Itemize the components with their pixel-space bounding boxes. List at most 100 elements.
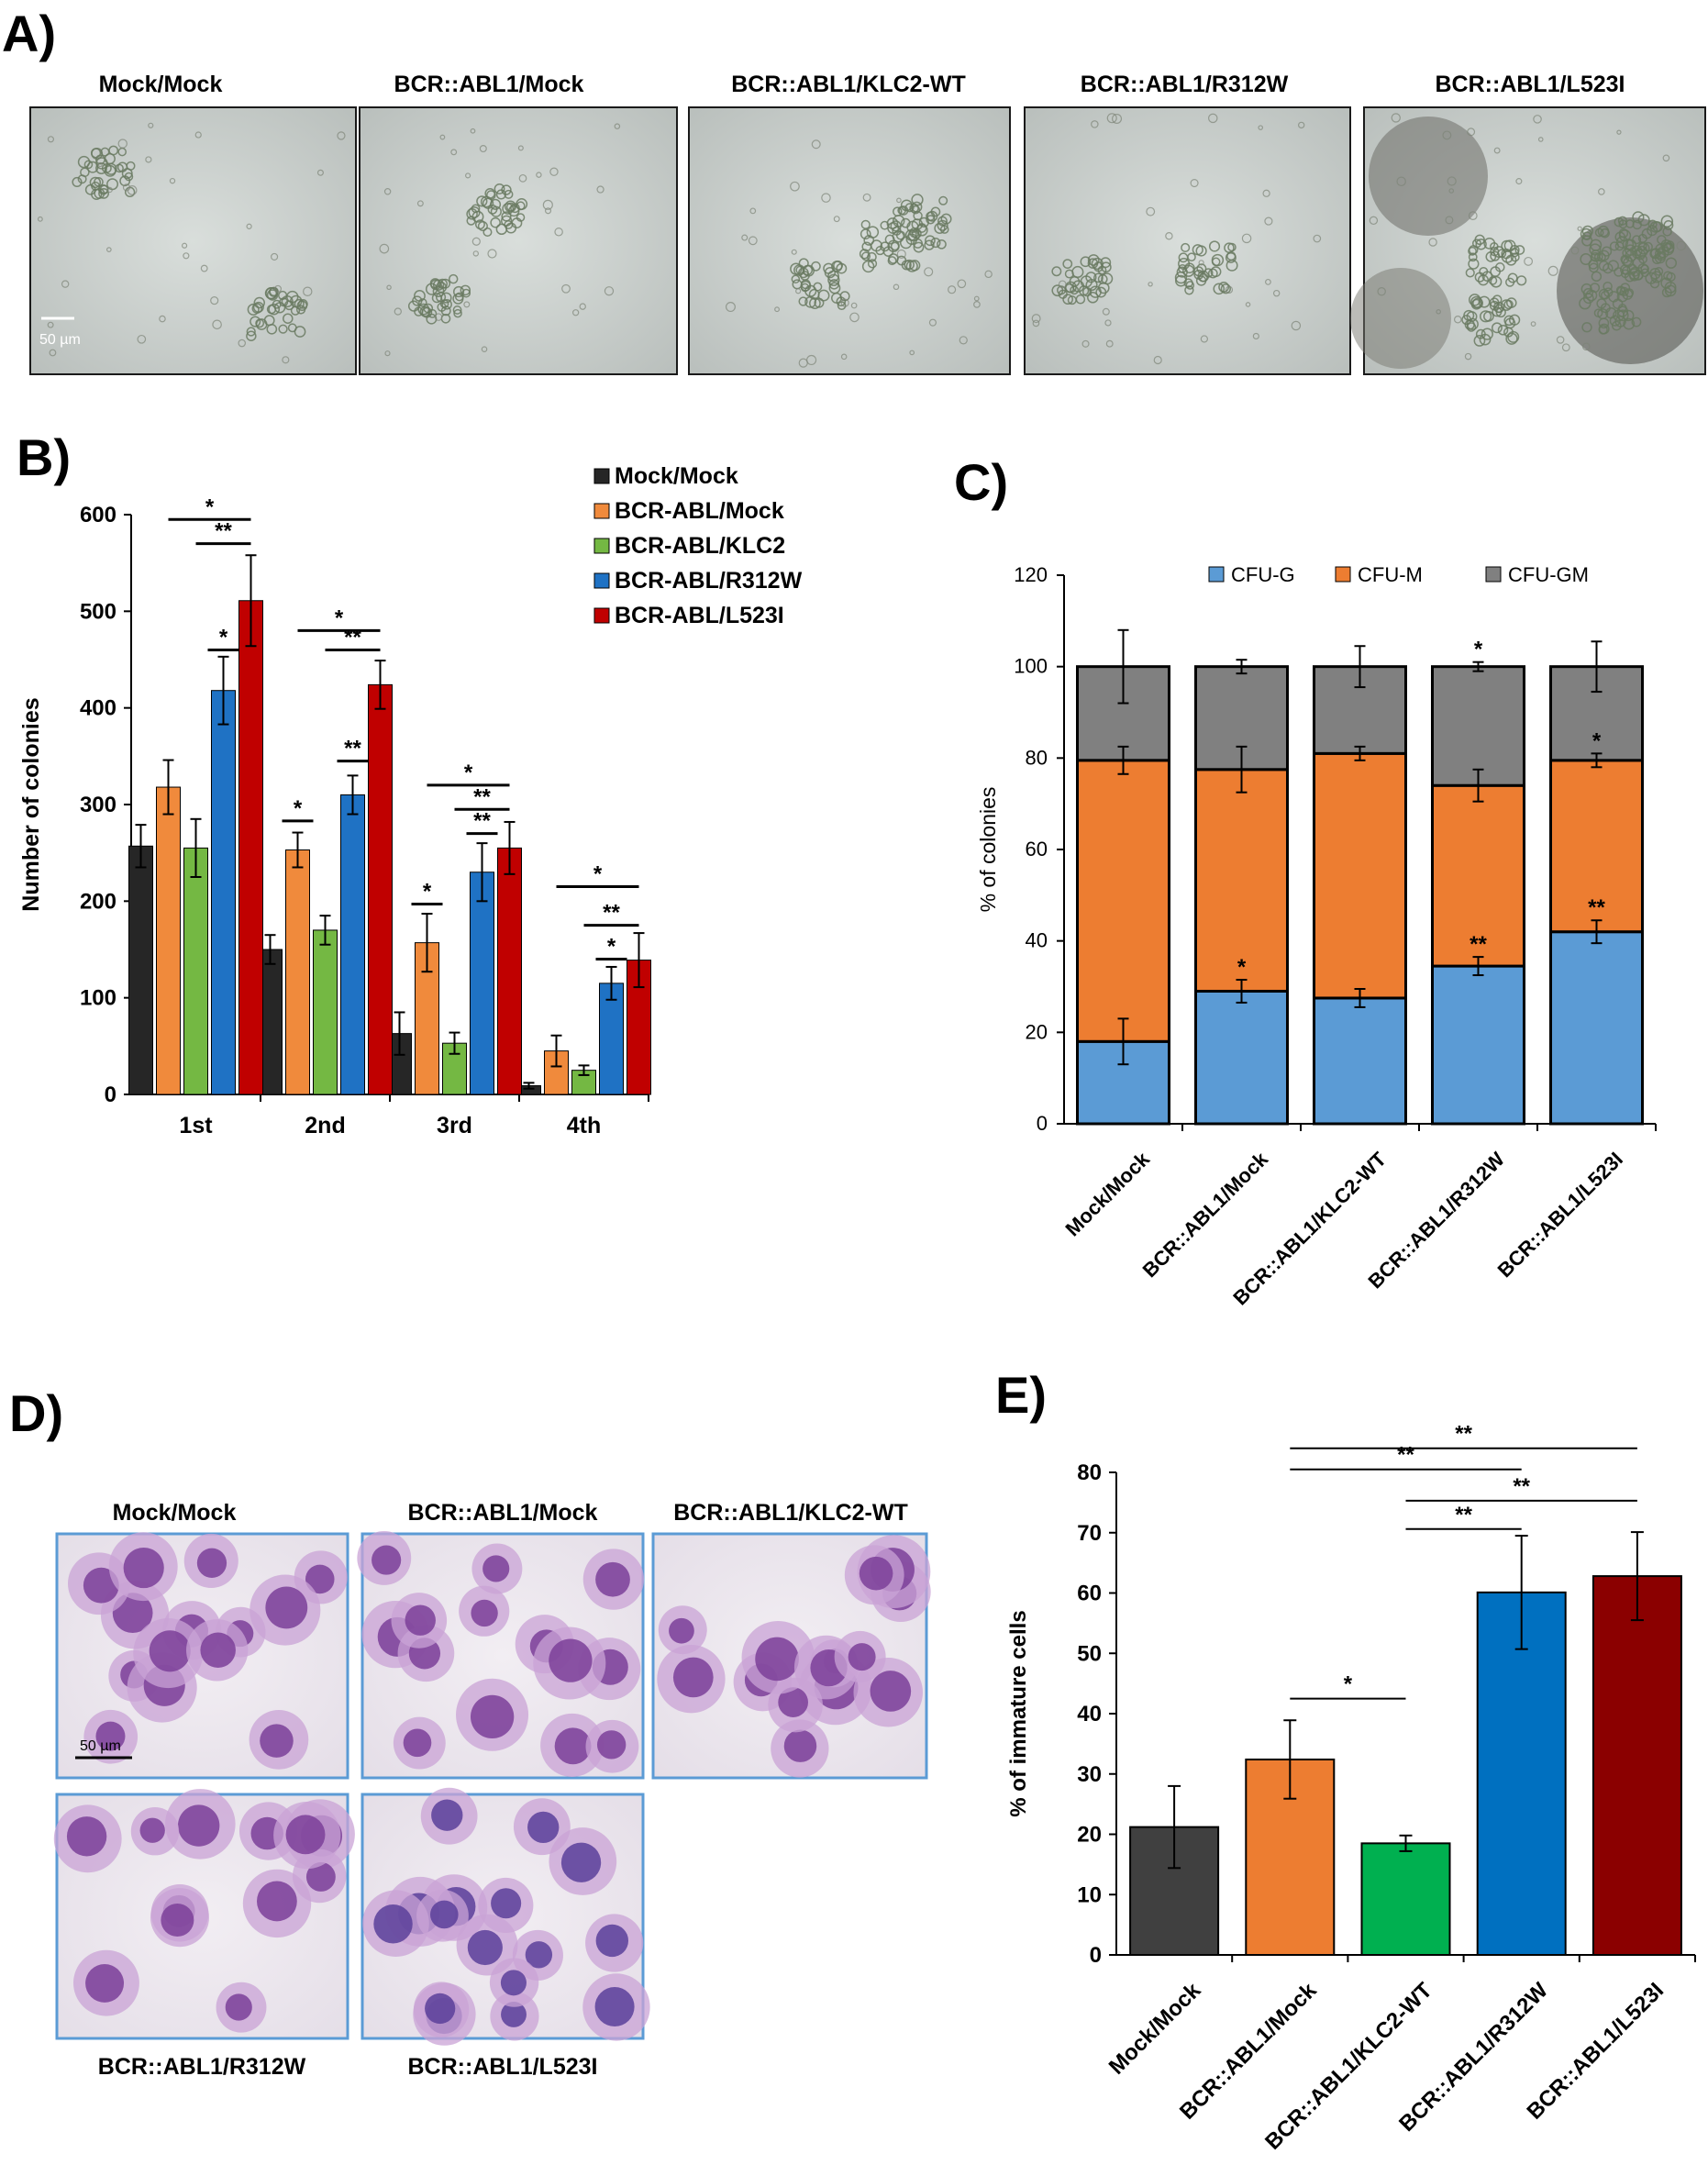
stained-cells xyxy=(362,1787,650,2046)
legend-swatch xyxy=(593,468,610,484)
significance-label: ** xyxy=(473,784,491,809)
stacked-segment xyxy=(1549,930,1644,1126)
y-tick-label: 500 xyxy=(80,599,116,624)
x-tick-label: 1st xyxy=(179,1113,213,1138)
bar xyxy=(313,929,338,1095)
stacked-segment xyxy=(1549,759,1644,934)
bar xyxy=(1592,1575,1682,1956)
legend-swatch xyxy=(1208,566,1225,583)
panel-letter-c: C) xyxy=(954,453,1008,511)
scale-bar-label: 50 µm xyxy=(80,1738,121,1754)
panel-a-label: BCR::ABL1/KLC2-WT xyxy=(731,72,966,97)
x-tick-label: 2nd xyxy=(305,1113,345,1138)
bar xyxy=(1476,1591,1567,1957)
micrograph-frame xyxy=(29,106,357,375)
panel-b-chart: 0 100 200 300 400 500 600 Number of colonies 1st… xyxy=(18,463,803,1138)
stacked-segment xyxy=(1313,996,1407,1126)
significance-label: ** xyxy=(1513,1474,1530,1499)
significance-label: * xyxy=(294,796,303,821)
y-tick-label: 80 xyxy=(1026,746,1048,769)
colony-micrograph: 50 µm xyxy=(29,106,357,375)
legend-label: BCR-ABL/KLC2 xyxy=(615,533,785,559)
bar xyxy=(156,786,181,1095)
y-tick-label: 10 xyxy=(1077,1882,1102,1907)
x-tick-label: Mock/Mock xyxy=(1104,1978,1206,2080)
y-tick-label: 0 xyxy=(1037,1112,1048,1135)
bar xyxy=(238,600,263,1095)
micrograph-frame xyxy=(1024,106,1351,375)
significance-label: ** xyxy=(1588,895,1605,920)
y-tick-label: 30 xyxy=(1077,1762,1102,1787)
y-tick-label: 300 xyxy=(80,793,116,817)
stained-cell-micrograph: 50 µm xyxy=(55,1532,349,1780)
panel-e-chart: 0 10 20 30 40 50 60 70 80 % of immature cells Mock… xyxy=(1006,1422,1696,2155)
legend-label: BCR-ABL/R312W xyxy=(615,568,803,594)
scale-bar-label: 50 µm xyxy=(39,332,81,348)
legend-label: CFU-G xyxy=(1231,563,1295,586)
colony-cells xyxy=(1031,113,1322,365)
stained-cell-micrograph xyxy=(651,1532,931,1780)
x-tick-label: 4th xyxy=(567,1113,602,1138)
significance-label: * xyxy=(423,879,432,904)
bar xyxy=(497,847,522,1095)
panel-d-label: BCR::ABL1/R312W xyxy=(98,2054,306,2080)
panel-d-label: BCR::ABL1/L523I xyxy=(408,2054,598,2080)
y-tick-label: 100 xyxy=(1014,655,1048,678)
colony-cells xyxy=(379,123,621,357)
significance-label: * xyxy=(1237,955,1247,980)
legend-swatch xyxy=(593,607,610,624)
y-tick-label: 600 xyxy=(80,503,116,527)
colony-micrograph xyxy=(688,106,1011,375)
panel-d-label: BCR::ABL1/KLC2-WT xyxy=(673,1500,908,1526)
y-tick-label: 200 xyxy=(80,889,116,914)
stacked-segment xyxy=(1194,989,1289,1126)
significance-label: ** xyxy=(1455,1503,1472,1527)
y-tick-label: 40 xyxy=(1077,1702,1102,1726)
legend-swatch xyxy=(1485,566,1502,583)
y-tick-label: 120 xyxy=(1014,563,1048,586)
legend-label: Mock/Mock xyxy=(615,463,738,489)
y-axis-title: Number of colonies xyxy=(18,697,44,911)
colony-cells xyxy=(725,139,993,368)
legend-label: CFU-M xyxy=(1358,563,1423,586)
stained-cells xyxy=(357,1531,645,1777)
y-axis-title: % of colonies xyxy=(976,787,1000,913)
bar xyxy=(128,845,153,1095)
x-tick-label: BCR::ABL1/R312W xyxy=(1363,1148,1509,1293)
significance-label: * xyxy=(1474,638,1483,662)
y-tick-label: 60 xyxy=(1026,838,1048,860)
legend-label: CFU-GM xyxy=(1508,563,1589,586)
colony-cells xyxy=(37,122,346,364)
significance-label: ** xyxy=(344,625,361,649)
significance-label: * xyxy=(1344,1672,1353,1697)
significance-label: * xyxy=(219,625,228,649)
y-tick-label: 20 xyxy=(1077,1823,1102,1848)
panel-a-label: BCR::ABL1/R312W xyxy=(1081,72,1289,97)
legend-swatch xyxy=(593,538,610,554)
bar xyxy=(340,794,365,1095)
significance-label: ** xyxy=(1470,932,1487,957)
stacked-segment xyxy=(1431,964,1525,1126)
stained-cells xyxy=(68,1532,348,1770)
colony-cells xyxy=(1350,113,1703,369)
bar xyxy=(368,683,393,1095)
significance-label: ** xyxy=(1455,1422,1472,1447)
panel-d-label: Mock/Mock xyxy=(113,1500,237,1526)
legend-swatch xyxy=(1335,566,1351,583)
significance-label: * xyxy=(1592,728,1602,753)
y-tick-label: 70 xyxy=(1077,1521,1102,1546)
stacked-segment xyxy=(1431,665,1525,787)
stained-cells xyxy=(53,1789,355,2033)
panel-letter-b: B) xyxy=(17,428,71,486)
bar xyxy=(1360,1842,1451,1957)
y-tick-label: 60 xyxy=(1077,1582,1102,1606)
y-tick-label: 400 xyxy=(80,696,116,721)
colony-micrograph xyxy=(1350,106,1706,375)
legend-label: BCR-ABL/Mock xyxy=(615,498,784,524)
colony-micrograph xyxy=(359,106,678,375)
significance-label: * xyxy=(335,605,344,630)
panel-d-label: BCR::ABL1/Mock xyxy=(408,1500,598,1526)
significance-label: ** xyxy=(1397,1443,1414,1468)
